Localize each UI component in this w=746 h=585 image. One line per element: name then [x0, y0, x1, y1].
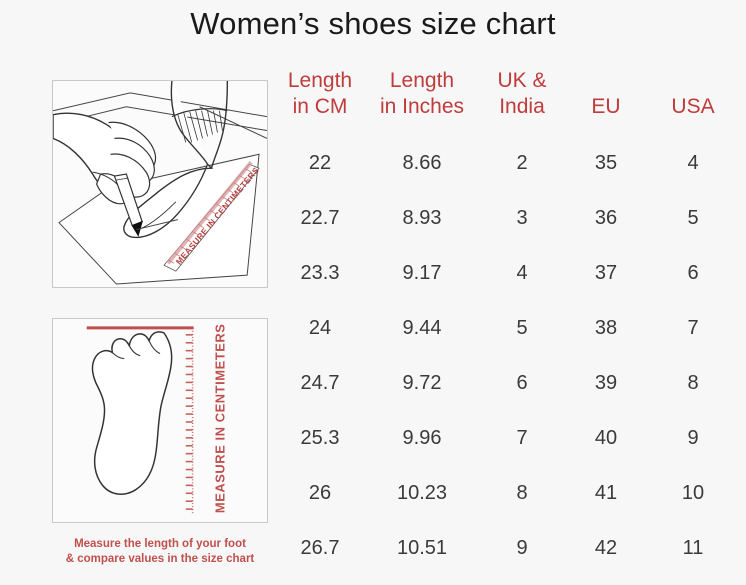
header-line-2: India [499, 95, 545, 118]
illustration-caption: Measure the length of your foot & compar… [40, 537, 280, 567]
cell-uk-india: 3 [516, 207, 528, 229]
header-line-1: USA [671, 95, 715, 118]
cell-usa: 11 [682, 537, 704, 559]
cell-usa: 6 [687, 262, 699, 284]
cell-length-inches: 9.17 [402, 262, 442, 284]
cell-uk-india: 4 [516, 262, 528, 284]
hand-tracing-foot-icon: MEASURE IN CENTIMETERS [53, 81, 267, 285]
cell-usa: 10 [681, 482, 705, 504]
column-header-usa: USA [644, 68, 742, 136]
table-row: 26 10.23 8 41 10 [272, 466, 742, 521]
cell-eu: 38 [594, 317, 618, 339]
table-row: 22 8.66 2 35 4 [272, 136, 742, 191]
cell-usa: 5 [687, 207, 699, 229]
cell-uk-india: 8 [516, 482, 528, 504]
cell-eu: 40 [594, 427, 618, 449]
cell-uk-india: 5 [516, 317, 528, 339]
cell-eu: 37 [594, 262, 618, 284]
foot-outline-ruler-icon: MEASURE IN CENTIMETERS [86, 324, 227, 514]
column-header-uk-india: UK & India [476, 68, 568, 136]
cell-uk-india: 2 [516, 152, 528, 174]
cell-length-cm: 22.7 [300, 207, 340, 229]
header-line-1: UK & [497, 69, 547, 92]
cell-uk-india: 7 [516, 427, 528, 449]
column-header-eu: EU [568, 68, 644, 136]
cell-length-cm: 23.3 [300, 262, 340, 284]
header-line-2: in CM [292, 95, 348, 118]
cell-length-cm: 26 [308, 482, 332, 504]
table-row: 24.7 9.72 6 39 8 [272, 356, 742, 411]
table-row: 26.7 10.51 9 42 11 [272, 521, 742, 576]
cell-length-inches: 8.66 [402, 152, 442, 174]
column-header-length-cm: Length in CM [272, 68, 368, 136]
header-line-1: EU [591, 95, 621, 118]
cell-length-cm: 26.7 [300, 537, 340, 559]
column-header-length-inches: Length in Inches [368, 68, 476, 136]
cell-usa: 4 [687, 152, 699, 174]
table-row: 23.3 9.17 4 37 6 [272, 246, 742, 301]
table-header-row: Length in CM Length in Inches UK & India… [272, 68, 742, 136]
page-title: Women’s shoes size chart [190, 6, 556, 41]
cell-eu: 42 [594, 537, 618, 559]
caption-line-2: & compare values in the size chart [65, 553, 255, 565]
cell-length-cm: 22 [308, 152, 332, 174]
cell-eu: 36 [594, 207, 618, 229]
cell-eu: 35 [594, 152, 618, 174]
cell-length-inches: 8.93 [402, 207, 442, 229]
cell-uk-india: 6 [516, 372, 528, 394]
cell-usa: 9 [687, 427, 699, 449]
header-line-1: Length [389, 69, 455, 92]
cell-length-cm: 25.3 [300, 427, 340, 449]
header-line-2: in Inches [379, 95, 465, 118]
illustration-hand-tracing-foot: MEASURE IN CENTIMETERS [52, 80, 268, 288]
cell-length-inches: 10.51 [396, 537, 448, 559]
header-line-1: Length [287, 69, 353, 92]
table-row: 24 9.44 5 38 7 [272, 301, 742, 356]
cell-eu: 39 [594, 372, 618, 394]
cell-eu: 41 [594, 482, 618, 504]
size-chart-table: Length in CM Length in Inches UK & India… [272, 68, 742, 576]
cell-length-cm: 24 [308, 317, 332, 339]
cell-length-cm: 24.7 [300, 372, 340, 394]
table-row: 25.3 9.96 7 40 9 [272, 411, 742, 466]
illustration-foot-outline-ruler: MEASURE IN CENTIMETERS [52, 318, 268, 523]
cell-uk-india: 9 [516, 537, 528, 559]
cell-length-inches: 9.96 [402, 427, 442, 449]
cell-length-inches: 9.44 [402, 317, 442, 339]
caption-line-1: Measure the length of your foot [74, 538, 246, 550]
cell-usa: 7 [687, 317, 699, 339]
svg-text:MEASURE IN CENTIMETERS: MEASURE IN CENTIMETERS [212, 324, 227, 514]
cell-length-inches: 9.72 [402, 372, 442, 394]
cell-usa: 8 [687, 372, 699, 394]
cell-length-inches: 10.23 [396, 482, 448, 504]
table-row: 22.7 8.93 3 36 5 [272, 191, 742, 246]
